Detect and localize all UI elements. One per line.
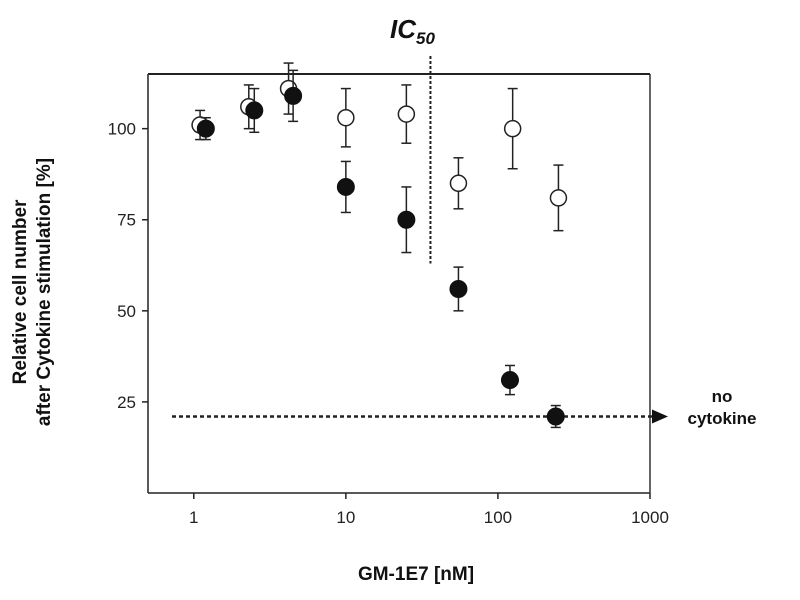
x-tick-label: 10 (336, 508, 355, 527)
data-point-filled (546, 407, 565, 426)
data-point-filled (449, 279, 468, 298)
ic50-label: IC50 (390, 14, 435, 48)
plot-frame (147, 73, 651, 494)
y-tick-label: 75 (117, 211, 136, 230)
data-point-filled (245, 101, 264, 120)
y-tick-label: 100 (108, 120, 136, 139)
data-point-open (549, 189, 568, 207)
series-filled-circle (196, 69, 565, 429)
no-cytokine-arrowhead (652, 409, 668, 424)
x-axis-title: GM-1E7 [nM] (358, 564, 474, 585)
data-point-filled (284, 86, 303, 105)
axis-ticks: 1 10 100 1000 25 50 75 100 (108, 120, 669, 527)
ic50-label-sub: 50 (416, 29, 435, 48)
data-point-filled (336, 177, 355, 196)
data-point-open (397, 105, 416, 123)
data-point-filled (397, 210, 416, 229)
no-cytokine-label-line1: no (712, 387, 733, 406)
data-point-open (337, 108, 355, 127)
series-open-circle (191, 62, 568, 232)
y-axis-title: Relative cell number after Cytokine stim… (10, 158, 55, 426)
no-cytokine-label-line2: cytokine (688, 409, 757, 428)
y-axis-title-line2: after Cytokine stimulation [%] (34, 158, 55, 426)
ic50-label-main: IC (390, 14, 417, 44)
y-tick-label: 25 (117, 393, 136, 412)
y-tick-label: 50 (117, 302, 136, 321)
data-point-filled (500, 371, 519, 390)
y-axis-title-line1: Relative cell number (10, 199, 31, 384)
annotations (172, 56, 668, 424)
data-point-open (449, 174, 468, 193)
x-tick-label: 1 (189, 508, 198, 527)
x-tick-label: 1000 (631, 508, 669, 527)
data-point-filled (196, 119, 215, 138)
x-tick-label: 100 (484, 508, 512, 527)
data-point-open (503, 119, 522, 138)
data-points (191, 62, 568, 429)
